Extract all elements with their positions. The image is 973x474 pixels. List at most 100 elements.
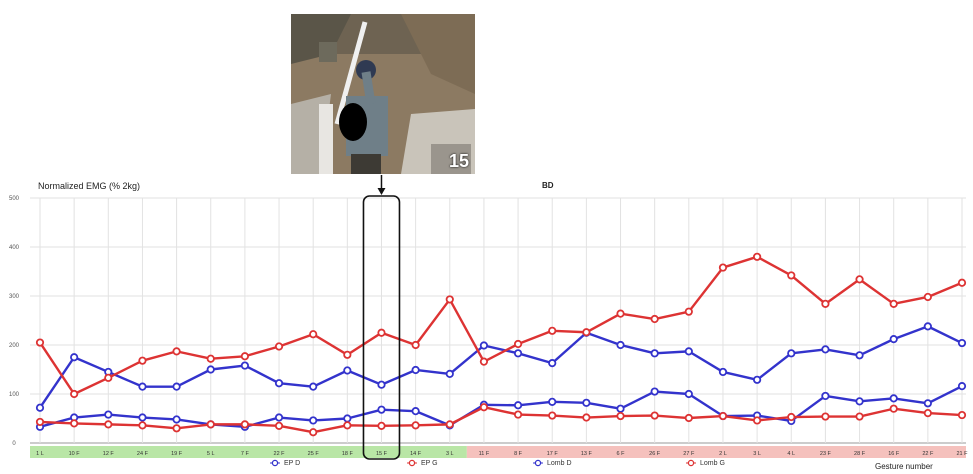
data-point [855,412,864,421]
data-point [787,349,796,358]
data-point [309,416,318,425]
y-tick-label: 500 [9,196,20,202]
data-point [718,411,728,421]
data-point [513,401,523,410]
grid-lines [30,197,966,444]
data-point [309,330,318,339]
x-tick-label: 22 F [274,451,286,457]
x-tick-label: 2 L [719,451,727,457]
data-point [684,389,693,399]
data-point [411,340,420,350]
data-point [957,410,967,420]
x-tick-label: 5 L [207,451,215,457]
x-tick-label: 10 F [69,451,81,457]
data-point [377,328,386,337]
data-point [411,421,420,430]
data-point [343,350,352,359]
data-point [240,352,249,361]
data-point [479,341,489,350]
legend-ep-d-label: EP D [284,459,301,467]
data-point [582,398,591,407]
data-point [548,326,557,335]
data-point [445,295,454,304]
data-point [650,411,659,420]
data-point [138,421,147,430]
x-tick-label: 3 L [753,451,761,457]
worker-photo: 15 [291,14,475,174]
data-point [138,382,147,391]
data-point [513,349,523,358]
data-point [309,382,318,391]
worker-digging-icon [291,14,475,174]
category-bands [30,446,966,458]
highlight-box [362,195,401,460]
x-tick-label: 13 F [581,451,593,457]
x-tick-label: 6 F [617,451,626,457]
annotations [362,175,401,460]
series-line-0 [39,325,963,409]
data-point [957,382,967,391]
data-point [274,413,284,422]
legend-lomb-d: Lomb D [533,459,572,467]
data-point [684,347,693,356]
x-tick-label: 24 F [137,451,149,457]
data-point [753,416,762,425]
legend-ep-g: EP G [407,459,438,467]
legend-ep-d-marker [270,459,280,467]
data-point [35,338,45,347]
series-group [35,252,967,437]
x-tick-label: 21 F [956,451,968,457]
data-point [240,420,249,429]
data-point [70,419,79,428]
legend-lomb-g-marker [686,459,696,467]
data-point [377,421,386,430]
x-tick-label: 18 F [342,451,354,457]
data-point [479,357,489,366]
y-tick-label: 300 [9,294,20,300]
x-tick-label: 4 L [787,451,795,457]
data-point [206,365,215,374]
data-point [582,328,591,337]
x-tick-label: 23 F [820,451,832,457]
data-point [172,415,181,424]
data-point [753,252,762,261]
x-axis-label: Gesture number [875,462,933,471]
x-tick-label: 7 F [241,451,250,457]
data-point [343,421,352,430]
data-point [172,424,181,433]
data-point [855,351,864,360]
x-tick-label: 15 F [376,451,388,457]
data-point [104,410,113,419]
chart-title: BD [542,181,554,190]
data-point [35,403,45,412]
x-tick-label: 19 F [171,451,183,457]
data-point [889,299,898,308]
y-tick-label: 400 [9,245,20,251]
frame-number: 15 [448,151,469,171]
data-point [172,347,181,356]
x-tick-label: 3 L [446,451,454,457]
data-point [923,292,932,302]
data-point [274,421,284,430]
x-tick-label: 25 F [308,451,320,457]
data-point [650,387,659,396]
category-band [30,446,467,458]
data-point [753,375,762,384]
legend-ep-g-label: EP G [421,459,438,467]
data-point [70,389,79,399]
data-point [411,407,420,416]
data-point [309,428,318,437]
data-point [855,275,864,284]
data-point [138,356,147,365]
data-point [684,307,693,316]
data-point [684,413,693,423]
legend-lomb-d-marker [533,459,543,467]
data-point [650,314,659,324]
data-point [616,340,625,350]
series-line-1 [39,255,963,396]
data-point [513,339,523,349]
data-point [343,366,352,375]
data-point [957,278,967,287]
y-axis-label: Normalized EMG (% 2kg) [38,181,141,191]
